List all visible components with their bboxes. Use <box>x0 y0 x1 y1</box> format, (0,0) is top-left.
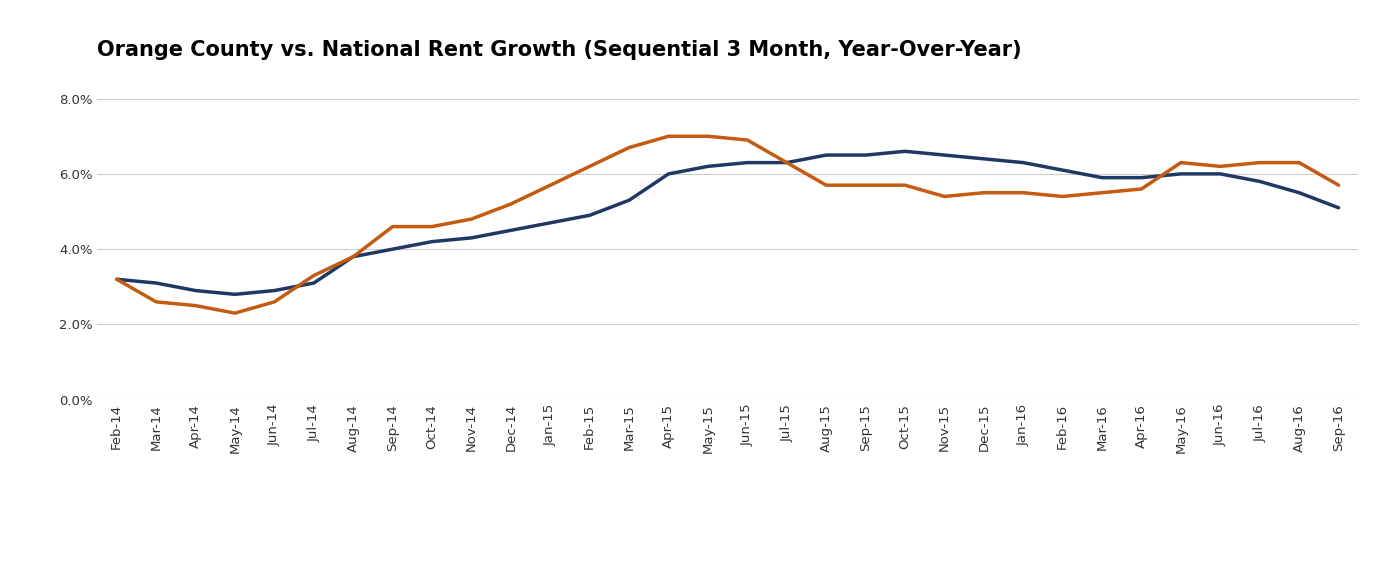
National <box>1055 167 1071 174</box>
Orange County <box>148 299 165 305</box>
National <box>187 287 204 294</box>
National <box>542 219 559 226</box>
National <box>779 159 796 166</box>
Orange County <box>858 182 875 188</box>
Orange County <box>305 272 322 279</box>
National <box>108 276 125 283</box>
Orange County <box>936 193 952 200</box>
National <box>148 280 165 287</box>
National <box>1094 174 1110 181</box>
National <box>1331 204 1347 211</box>
Orange County <box>463 216 480 223</box>
Orange County <box>227 309 244 316</box>
Orange County <box>700 133 717 140</box>
National <box>1015 159 1031 166</box>
National <box>1290 189 1307 196</box>
National <box>384 246 401 252</box>
Orange County <box>542 182 559 188</box>
Orange County <box>739 136 755 143</box>
National <box>463 235 480 242</box>
Orange County <box>424 223 441 230</box>
National <box>621 197 638 204</box>
Orange County <box>1173 159 1189 166</box>
Orange County <box>108 276 125 283</box>
Orange County <box>503 200 520 207</box>
Orange County <box>581 163 597 170</box>
Orange County <box>1252 159 1268 166</box>
Text: Orange County vs. National Rent Growth (Sequential 3 Month, Year-Over-Year): Orange County vs. National Rent Growth (… <box>97 40 1021 60</box>
National <box>345 254 362 260</box>
National <box>976 155 992 162</box>
National <box>739 159 755 166</box>
Orange County <box>897 182 913 188</box>
National <box>660 171 676 178</box>
National <box>227 291 244 297</box>
Orange County <box>1211 163 1228 170</box>
National <box>1211 171 1228 178</box>
National <box>818 152 834 159</box>
National <box>1173 171 1189 178</box>
Orange County <box>1134 186 1150 192</box>
Orange County <box>1290 159 1307 166</box>
National <box>503 227 520 234</box>
National <box>1252 178 1268 185</box>
Orange County <box>1015 189 1031 196</box>
Orange County <box>818 182 834 188</box>
National <box>305 280 322 287</box>
Orange County <box>384 223 401 230</box>
National <box>700 163 717 170</box>
Orange County <box>779 159 796 166</box>
Orange County <box>1055 193 1071 200</box>
Orange County <box>266 299 283 305</box>
Line: National: National <box>116 151 1339 294</box>
Orange County <box>187 302 204 309</box>
Orange County <box>976 189 992 196</box>
Line: Orange County: Orange County <box>116 136 1339 313</box>
National <box>1134 174 1150 181</box>
Orange County <box>621 144 638 151</box>
National <box>424 238 441 245</box>
National <box>936 152 952 159</box>
National <box>266 287 283 294</box>
Orange County <box>660 133 676 140</box>
National <box>581 212 597 219</box>
Orange County <box>345 254 362 260</box>
Orange County <box>1094 189 1110 196</box>
National <box>858 152 875 159</box>
National <box>897 148 913 155</box>
Orange County <box>1331 182 1347 188</box>
